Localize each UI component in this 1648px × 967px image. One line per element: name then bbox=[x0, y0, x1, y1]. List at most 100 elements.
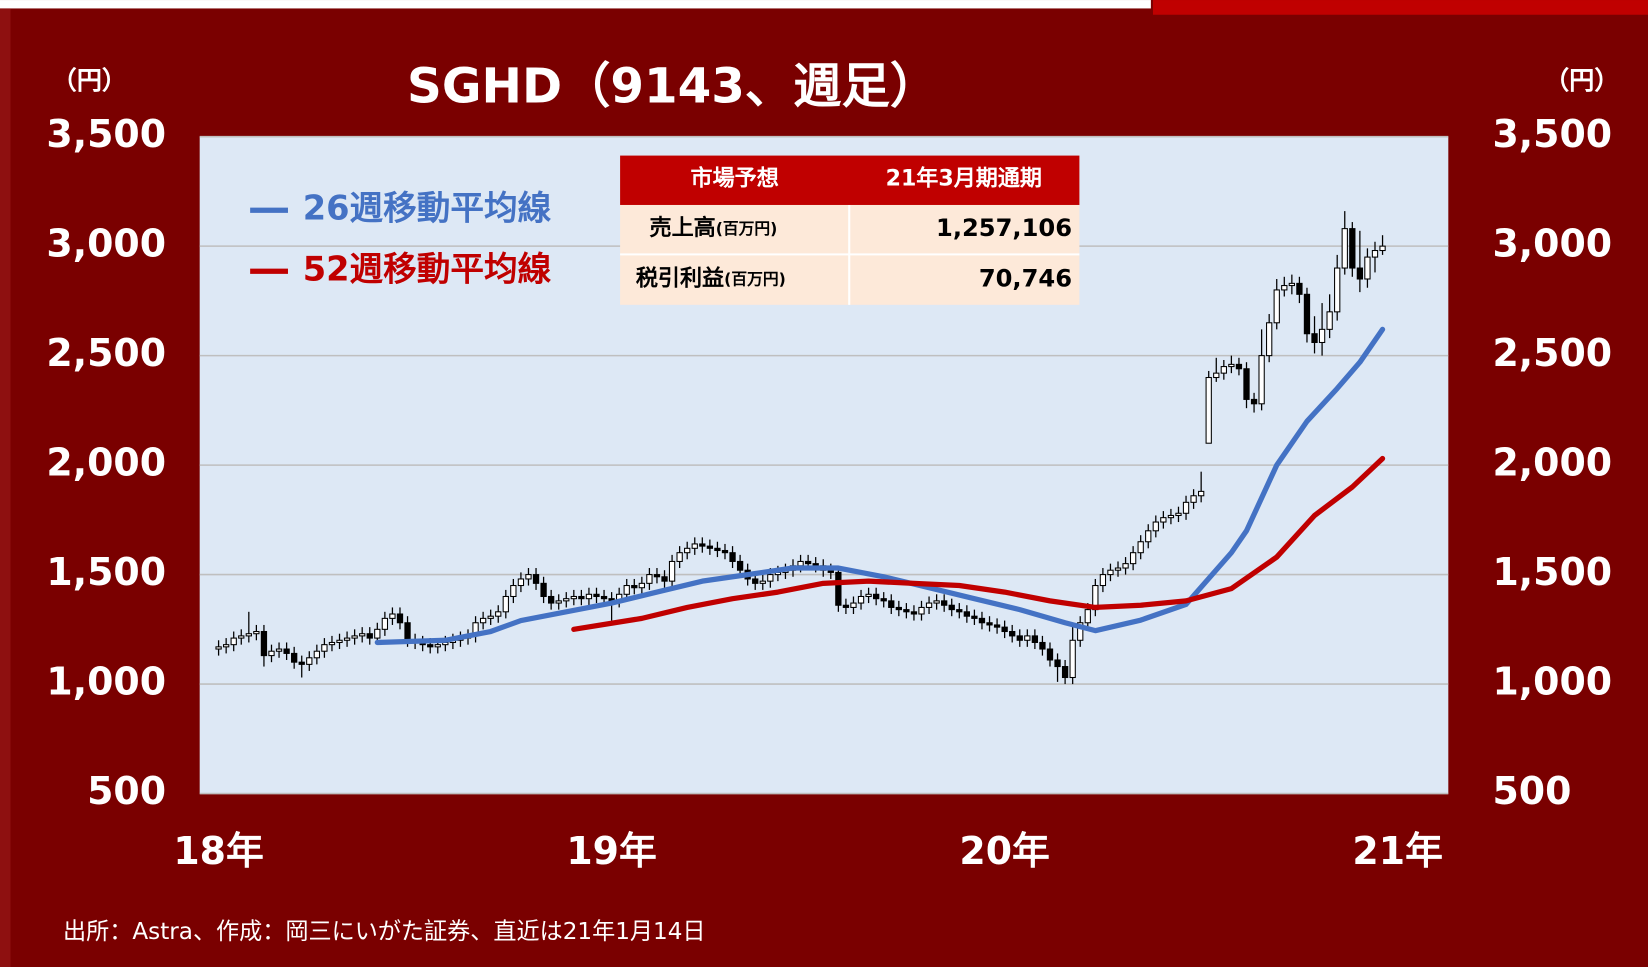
candle-body bbox=[510, 585, 517, 598]
forecast-table: 市場予想 21年3月期通期 売上高(百万円) 1,257,106 税引利益(百万… bbox=[620, 155, 1080, 305]
candle-body bbox=[381, 617, 389, 630]
candle-body bbox=[1341, 228, 1348, 269]
candle-body bbox=[547, 595, 555, 604]
candle-body bbox=[1356, 267, 1364, 280]
y-tick-label: 2,500 bbox=[46, 331, 166, 375]
y2-tick-label: 1,500 bbox=[1492, 550, 1612, 594]
y-unit: （円） bbox=[52, 66, 128, 95]
candle-body bbox=[714, 547, 721, 552]
y-tick-label: 1,500 bbox=[46, 550, 166, 594]
candle-body bbox=[1122, 563, 1129, 569]
candle-body bbox=[1379, 245, 1386, 252]
candle-body bbox=[978, 617, 986, 624]
candle-body bbox=[1266, 322, 1273, 357]
candle-body bbox=[1046, 648, 1054, 661]
candle-body bbox=[1001, 626, 1008, 633]
candle-body bbox=[1129, 552, 1137, 565]
candle-body bbox=[1152, 521, 1159, 532]
candle-body bbox=[245, 633, 252, 637]
candle-body bbox=[1228, 363, 1235, 368]
candle-body bbox=[1114, 567, 1122, 571]
candle-body bbox=[1198, 490, 1205, 497]
candle-body bbox=[570, 595, 577, 600]
table-header-cell: 市場予想 bbox=[691, 166, 779, 192]
candle-body bbox=[903, 609, 910, 613]
candle-body bbox=[1031, 635, 1039, 643]
candle-body bbox=[298, 661, 305, 665]
table-cell: 70,746 bbox=[979, 265, 1072, 293]
chart-title: SGHD（9143、週足） bbox=[407, 58, 938, 114]
candle-body bbox=[238, 635, 245, 639]
candle-body bbox=[691, 543, 698, 549]
candle-body bbox=[956, 609, 963, 613]
candle-body bbox=[396, 613, 404, 624]
y-tick-label: 2,000 bbox=[46, 441, 166, 485]
y2-unit: （円） bbox=[1544, 66, 1620, 95]
marks bbox=[215, 211, 1386, 685]
candle-body bbox=[948, 604, 955, 611]
candle-body bbox=[487, 615, 494, 619]
candle-body bbox=[668, 560, 676, 582]
candle-body bbox=[925, 602, 933, 608]
candle-body bbox=[729, 552, 736, 562]
candle-body bbox=[1160, 517, 1167, 523]
table-header bbox=[620, 155, 1080, 205]
candle-body bbox=[321, 644, 328, 652]
table-row-unit: (百万円) bbox=[724, 269, 786, 288]
candle-body bbox=[1167, 514, 1175, 519]
candle-body bbox=[1296, 282, 1303, 295]
candle-body bbox=[993, 624, 1001, 628]
candle-body bbox=[646, 574, 653, 584]
moving-average-line bbox=[374, 326, 1386, 646]
candle-body bbox=[593, 593, 600, 598]
candle-body bbox=[895, 606, 902, 611]
candle-body bbox=[759, 580, 766, 584]
candle-body bbox=[268, 650, 275, 657]
candle-body bbox=[336, 639, 343, 643]
candle-body bbox=[540, 582, 547, 598]
candle-body bbox=[230, 637, 237, 646]
x-tick-label: 21年 bbox=[1352, 829, 1442, 873]
candle-body bbox=[479, 617, 487, 624]
grid bbox=[199, 135, 1449, 795]
candle-body bbox=[1077, 622, 1084, 641]
candle-body bbox=[1054, 659, 1061, 668]
candle-body bbox=[1107, 569, 1114, 576]
candle-body bbox=[215, 646, 222, 650]
x-tick-label: 20年 bbox=[959, 829, 1049, 873]
y2-tick-label: 3,000 bbox=[1492, 222, 1612, 266]
candle-body bbox=[865, 593, 872, 598]
candle-body bbox=[1205, 376, 1212, 444]
candle-body bbox=[736, 560, 744, 571]
candle-body bbox=[404, 622, 411, 641]
candle-body bbox=[578, 595, 585, 600]
y2-tick-label: 2,000 bbox=[1492, 441, 1612, 485]
x-tick-label: 19年 bbox=[566, 829, 656, 873]
candle-body bbox=[941, 600, 948, 606]
candle-body bbox=[963, 611, 971, 617]
candle-body bbox=[1326, 311, 1333, 330]
candle-body bbox=[585, 593, 593, 600]
candle-body bbox=[555, 600, 562, 604]
top-strip bbox=[0, 0, 1151, 9]
candle-body bbox=[260, 630, 268, 657]
candle-body bbox=[1273, 289, 1280, 324]
candle-body bbox=[306, 657, 313, 665]
top-box bbox=[1152, 0, 1648, 15]
candle-body bbox=[222, 644, 230, 648]
table-row-label-text: 売上高 bbox=[650, 215, 716, 241]
candle-body bbox=[253, 630, 260, 635]
legend-label: 52週移動平均線 bbox=[303, 250, 552, 289]
candle-body bbox=[1250, 398, 1258, 405]
candle-body bbox=[427, 644, 434, 648]
candle-body bbox=[1009, 630, 1016, 637]
candle-body bbox=[563, 598, 570, 602]
candle-body bbox=[1235, 363, 1243, 370]
candle-body bbox=[767, 574, 774, 582]
candle-body bbox=[631, 585, 638, 589]
candle-body bbox=[283, 648, 290, 654]
candle-body bbox=[1349, 228, 1356, 269]
candle-body bbox=[804, 560, 812, 565]
